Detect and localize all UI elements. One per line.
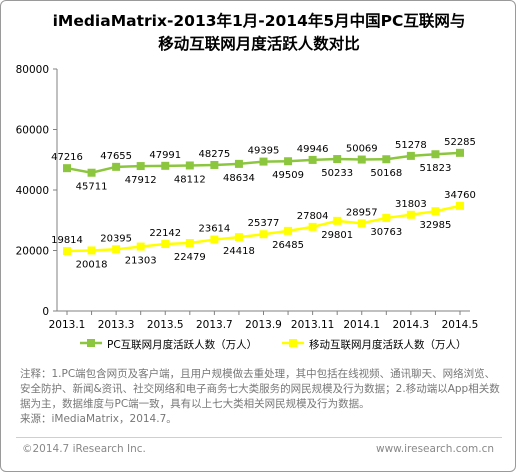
data-label: 50233: [321, 168, 353, 179]
x-tick-label: 2013.9: [245, 319, 282, 331]
x-tick-label: 2014.1: [343, 319, 380, 331]
data-label: 50069: [346, 144, 378, 155]
y-tick-label: 80000: [16, 64, 49, 76]
data-label: 49395: [248, 146, 280, 157]
data-point: [456, 201, 464, 210]
data-point: [406, 210, 415, 219]
data-label: 51278: [395, 140, 427, 151]
y-tick-label: 40000: [16, 185, 49, 197]
data-point: [382, 155, 391, 164]
data-label: 31803: [395, 199, 427, 210]
data-point: [136, 242, 145, 251]
footer-divider: [16, 437, 502, 438]
legend-label-pc: PC互联网月度活跃人数（万人）: [107, 339, 258, 351]
data-point: [259, 230, 268, 239]
y-tick-label: 0: [42, 306, 49, 318]
data-point: [431, 207, 440, 216]
data-point: [234, 233, 243, 242]
data-point: [357, 219, 366, 228]
data-label: 25377: [248, 218, 280, 229]
x-tick-label: 2013.1: [49, 319, 86, 331]
data-label: 24418: [223, 246, 255, 257]
x-tick-label: 2014.3: [393, 319, 430, 331]
data-label: 21303: [125, 256, 157, 267]
data-point: [136, 162, 145, 171]
data-label: 22479: [174, 252, 206, 263]
chart-note: 注释：1.PC端包含网页及客户端，且用户规模做去重处理，其中包括在线视频、通讯聊…: [20, 367, 502, 427]
data-label: 49946: [297, 144, 329, 155]
y-tick-label: 20000: [16, 246, 49, 258]
x-tick-label: 2013.5: [147, 319, 184, 331]
data-point: [112, 162, 121, 171]
website-link[interactable]: www.iresearch.com.cn: [375, 443, 494, 455]
data-label: 19814: [51, 235, 83, 246]
data-label: 20018: [76, 259, 108, 270]
data-label: 45711: [76, 182, 108, 193]
data-point: [161, 240, 170, 249]
copyright-text: ©2014.7 iResearch Inc.: [22, 443, 146, 455]
data-label: 48275: [198, 149, 230, 160]
data-point: [210, 160, 219, 169]
data-point: [431, 150, 440, 159]
data-point: [87, 168, 96, 177]
data-label: 51823: [420, 163, 452, 174]
chart-title-line1: iMediaMatrix-2013年1月-2014年5月中国PC互联网与: [52, 12, 466, 30]
data-label: 47655: [100, 151, 132, 162]
data-point: [161, 161, 170, 170]
chart-title: iMediaMatrix-2013年1月-2014年5月中国PC互联网与 移动互…: [0, 10, 518, 56]
data-label: 47216: [51, 152, 83, 163]
x-tick-label: 2014.5: [442, 319, 479, 331]
data-point: [308, 222, 317, 231]
data-label: 47912: [125, 175, 157, 186]
data-label: 50168: [370, 168, 402, 179]
data-point: [63, 164, 71, 173]
source-text: 来源：iMediaMatrix，2014.7。: [20, 413, 177, 425]
data-label: 20395: [100, 233, 132, 244]
data-point: [333, 216, 342, 225]
legend-marker-0: [87, 339, 95, 347]
data-point: [63, 247, 71, 256]
data-point: [284, 157, 293, 166]
data-label: 34760: [444, 190, 476, 201]
x-tick-label: 2013.11: [291, 319, 334, 331]
data-point: [259, 157, 268, 166]
data-label: 23614: [198, 224, 230, 235]
data-label: 47991: [149, 150, 181, 161]
data-point: [406, 151, 415, 160]
data-point: [308, 155, 317, 164]
data-point: [185, 239, 194, 248]
data-label: 49509: [272, 170, 304, 181]
data-label: 48634: [223, 173, 255, 184]
x-tick-label: 2013.3: [98, 319, 135, 331]
data-label: 32985: [420, 220, 452, 231]
data-label: 30763: [370, 227, 402, 238]
data-label: 28957: [346, 207, 378, 218]
data-point: [112, 245, 121, 254]
legend-label-mobile: 移动互联网月度活跃人数（万人）: [309, 339, 467, 351]
data-point: [234, 159, 243, 168]
data-label: 27804: [297, 211, 329, 222]
data-point: [185, 161, 194, 170]
data-point: [284, 226, 293, 235]
data-point: [333, 155, 342, 164]
data-point: [456, 148, 464, 157]
legend-marker-1: [289, 339, 297, 347]
data-label: 52285: [444, 137, 476, 148]
data-label: 26485: [272, 240, 304, 251]
note-text: 注释：1.PC端包含网页及客户端，且用户规模做去重处理，其中包括在线视频、通讯聊…: [20, 368, 500, 410]
data-point: [382, 213, 391, 222]
data-label: 29801: [321, 230, 353, 241]
y-tick-label: 60000: [16, 125, 49, 137]
chart-title-line2: 移动互联网月度活跃人数对比: [158, 35, 360, 53]
data-label: 48112: [174, 174, 206, 185]
data-point: [87, 246, 96, 255]
data-label: 22142: [149, 228, 181, 239]
x-tick-label: 2013.7: [196, 319, 233, 331]
data-point: [210, 235, 219, 244]
data-point: [357, 155, 366, 164]
